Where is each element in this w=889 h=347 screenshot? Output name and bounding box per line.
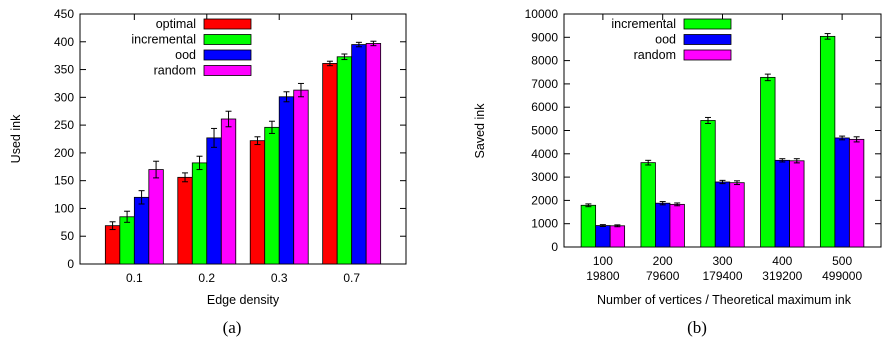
chart-a-y-axis-label: Used ink	[9, 114, 23, 163]
a-y-tick-label: 50	[61, 229, 75, 243]
a-legend-label-incremental: incremental	[131, 33, 196, 47]
chart-b-y-ticks: 0 1000 2000 3000 4000 5000 6000 7000 8000 9000 100…	[525, 7, 881, 254]
b-legend-swatch-incremental	[683, 18, 732, 30]
chart-b-x-axis-label: Number of vertices / Theoretical maximum…	[597, 293, 852, 307]
b-bar-incremental	[580, 204, 597, 248]
b-x-tick-label-line2: 19800	[586, 269, 620, 283]
a-bar-ood	[278, 96, 295, 265]
chart-a-bars	[104, 40, 382, 265]
a-y-tick-label: 300	[54, 90, 74, 104]
a-bar-incremental	[264, 126, 280, 265]
b-bar-random	[848, 138, 865, 248]
b-x-tick-label-line2: 179400	[702, 269, 742, 283]
a-bar-random	[293, 89, 309, 265]
b-y-tick-label: 0	[551, 240, 558, 254]
b-y-tick-label: 9000	[531, 30, 558, 44]
b-x-tick-label: 100	[593, 254, 613, 268]
chart-a-caption: (a)	[223, 318, 242, 337]
b-legend-label-ood: ood	[655, 33, 676, 47]
b-y-tick-label: 1000	[531, 217, 558, 231]
chart-a-y-ticks: 0 50 100 150 200 250 300 350 400 450	[54, 7, 406, 271]
chart-b-caption: (b)	[687, 318, 707, 337]
b-x-tick-label: 400	[772, 254, 792, 268]
a-legend-label-random: random	[154, 64, 196, 78]
b-y-tick-label: 3000	[531, 170, 558, 184]
chart-b-bars	[580, 33, 865, 248]
b-bar-random	[789, 160, 805, 248]
a-y-tick-label: 150	[54, 174, 74, 188]
chart-a-x-ticks: 0.1 0.2 0.3 0.7	[126, 14, 360, 285]
b-x-tick-label: 200	[653, 254, 673, 268]
b-legend-label-random: random	[634, 48, 676, 62]
a-bar-ood	[133, 196, 150, 265]
a-bar-ood	[206, 137, 222, 265]
a-legend-swatch-ood	[203, 49, 252, 61]
a-y-tick-label: 350	[54, 63, 74, 77]
b-x-tick-label-line2: 499000	[822, 269, 862, 283]
b-x-tick-label: 300	[712, 254, 732, 268]
b-bar-ood	[774, 159, 790, 248]
a-bar-incremental	[191, 162, 208, 265]
a-y-tick-label: 400	[54, 35, 74, 49]
chart-b: 0 1000 2000 3000 4000 5000 6000 7000 8000 9000 100…	[473, 7, 882, 337]
a-bar-incremental	[119, 216, 135, 265]
b-bar-random	[669, 203, 685, 248]
b-legend-swatch-random	[683, 49, 732, 61]
a-bar-optimal	[177, 176, 193, 265]
a-legend-label-optimal: optimal	[156, 17, 196, 31]
b-x-tick-label-line2: 79600	[646, 269, 680, 283]
chart-b-y-axis-label: Saved ink	[473, 103, 487, 159]
a-legend-swatch-random	[203, 65, 252, 76]
b-bar-ood	[834, 137, 850, 248]
a-bar-incremental	[336, 56, 353, 265]
b-y-tick-label: 6000	[531, 100, 558, 114]
a-x-tick-label: 0.7	[343, 271, 360, 285]
b-x-tick-label: 500	[832, 254, 852, 268]
a-bar-random	[365, 43, 382, 265]
b-bar-incremental	[760, 76, 776, 248]
a-bar-random	[220, 118, 237, 265]
b-y-tick-label: 2000	[531, 193, 558, 207]
a-y-tick-label: 250	[54, 118, 74, 132]
a-legend-swatch-optimal	[203, 18, 252, 30]
a-bar-optimal	[249, 140, 266, 265]
b-y-tick-label: 8000	[531, 54, 558, 68]
b-bar-incremental	[640, 162, 656, 248]
a-y-tick-label: 100	[54, 201, 74, 215]
b-bar-ood	[714, 181, 731, 248]
a-y-tick-label: 200	[54, 146, 74, 160]
a-bar-ood	[351, 44, 367, 265]
b-bar-ood	[655, 202, 671, 248]
a-x-tick-label: 0.2	[198, 271, 215, 285]
a-x-tick-label: 0.1	[126, 271, 143, 285]
b-bar-incremental	[700, 120, 716, 248]
a-bar-random	[148, 169, 164, 265]
a-y-tick-label: 0	[67, 257, 74, 271]
b-legend-label-incremental: incremental	[611, 17, 676, 31]
b-x-tick-label-line2: 319200	[762, 269, 802, 283]
a-bar-optimal	[322, 63, 338, 265]
a-legend-swatch-incremental	[203, 34, 252, 45]
b-bar-random	[729, 182, 745, 248]
b-y-tick-label: 10000	[525, 7, 559, 21]
a-y-tick-label: 450	[54, 7, 74, 21]
b-y-tick-label: 5000	[531, 124, 558, 138]
b-legend-swatch-ood	[683, 34, 732, 45]
a-bar-optimal	[104, 225, 121, 265]
chart-a-x-axis-label: Edge density	[207, 293, 280, 307]
b-y-tick-label: 7000	[531, 77, 558, 91]
b-bar-incremental	[819, 35, 836, 248]
chart-a-plot-frame	[79, 13, 407, 265]
b-y-tick-label: 4000	[531, 147, 558, 161]
chart-a: 0 50 100 150 200 250 300 350 400 450 0.1 0.2 0.3 0.7…	[9, 7, 407, 337]
a-legend-label-ood: ood	[175, 48, 196, 62]
b-bar-ood	[595, 225, 611, 248]
a-x-tick-label: 0.3	[271, 271, 288, 285]
b-bar-random	[609, 225, 626, 248]
